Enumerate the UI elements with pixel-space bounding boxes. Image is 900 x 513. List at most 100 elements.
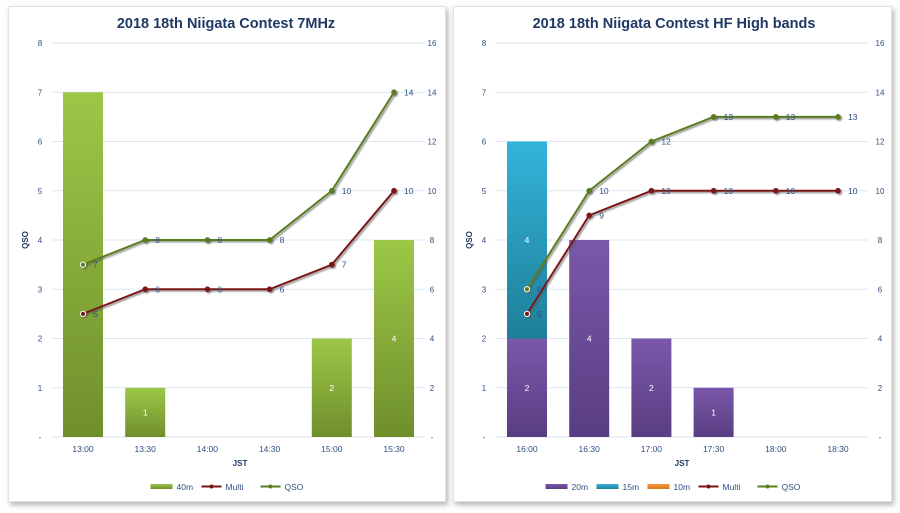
line-data-label: 13: [786, 112, 796, 122]
line-data-label: 7: [342, 260, 347, 270]
line-point-multi: [79, 310, 87, 317]
line-point-qso: [586, 187, 593, 194]
legend-label: 40m: [177, 482, 194, 492]
legend-label: QSO: [782, 482, 801, 492]
line-data-label: 6: [217, 284, 222, 294]
x-tick-label: 14:30: [259, 444, 281, 454]
y2-tick-label: 16: [876, 39, 885, 48]
line-data-label: 10: [342, 186, 352, 196]
legend-label: Multi: [226, 482, 244, 492]
legend-item-multi: Multi: [201, 482, 244, 492]
legend-swatch: [596, 484, 619, 489]
legend-label: 20m: [572, 482, 589, 492]
line-point-multi: [523, 310, 531, 317]
y-tick-label: 7: [38, 88, 43, 97]
line-qso: [82, 91, 395, 266]
x-tick-label: 15:00: [321, 444, 343, 454]
legend-label: QSO: [285, 482, 304, 492]
line-multi: [526, 189, 838, 315]
line-point-multi: [391, 187, 397, 194]
line-point-multi: [710, 187, 717, 194]
y-tick-label: 3: [38, 285, 43, 294]
line-point-multi: [266, 286, 273, 293]
legend-marker: [765, 484, 770, 489]
line-point-qso: [772, 114, 779, 120]
y2-tick-label: 14: [876, 88, 885, 97]
line-point-qso: [328, 187, 335, 194]
y-tick-label: 7: [482, 88, 487, 97]
legend-label: Multi: [723, 482, 741, 492]
y2-tick-label: 4: [430, 335, 435, 344]
y-tick-label: 5: [38, 187, 43, 196]
y-tick-label: -: [39, 433, 42, 442]
line-data-label: 10: [404, 186, 414, 196]
legend-item-qso: QSO: [757, 482, 801, 492]
line-point-qso: [79, 261, 87, 268]
y2-tick-label: 14: [428, 88, 437, 97]
y-tick-label: 6: [38, 138, 43, 147]
y2-tick-label: 10: [428, 187, 437, 196]
line-point-multi: [835, 187, 841, 194]
y-tick-label: 5: [482, 187, 487, 196]
line-point-multi: [142, 286, 149, 293]
y2-tick-label: 8: [878, 236, 883, 245]
line-data-label: 6: [537, 284, 542, 294]
y2-tick-label: -: [431, 433, 434, 442]
line-data-label: 13: [724, 112, 734, 122]
line-data-label: 10: [661, 186, 671, 196]
chart-title: 2018 18th Niigata Contest 7MHz: [117, 16, 335, 32]
x-tick-label: 15:30: [383, 444, 405, 454]
x-tick-label: 18:30: [827, 444, 849, 454]
legend-swatch: [647, 484, 670, 489]
y2-tick-label: -: [879, 433, 882, 442]
y-tick-label: 4: [482, 236, 487, 245]
line-data-label: 8: [280, 235, 285, 245]
bar-data-label: 1: [711, 407, 716, 417]
x-tick-label: 13:30: [135, 444, 157, 454]
x-axis-title: JST: [675, 459, 690, 468]
legend-item-40m: 40m: [150, 482, 194, 492]
line-data-label: 13: [848, 112, 858, 122]
y-tick-label: 1: [38, 384, 43, 393]
line-data-label: 6: [155, 284, 160, 294]
y-tick-label: 8: [38, 39, 43, 48]
x-tick-label: 18:00: [765, 444, 787, 454]
y2-tick-label: 8: [430, 236, 435, 245]
bar-data-label: 4: [392, 334, 397, 344]
bar-20m: [507, 338, 547, 437]
line-data-label: 10: [599, 186, 609, 196]
y-tick-label: 8: [482, 39, 487, 48]
bar-20m: [569, 240, 610, 437]
bar-data-label: 2: [525, 383, 530, 393]
bar-40m: [374, 240, 414, 437]
legend-label: 10m: [674, 482, 691, 492]
y-axis-title: QSO: [465, 231, 474, 249]
x-tick-label: 14:00: [197, 444, 219, 454]
legend-item-multi: Multi: [698, 482, 741, 492]
x-tick-label: 17:30: [703, 444, 725, 454]
bar-data-label: 2: [329, 383, 334, 393]
line-point-multi: [772, 187, 779, 194]
bar-20m: [631, 338, 672, 437]
y2-tick-label: 4: [878, 335, 883, 344]
line-point-qso: [142, 237, 149, 243]
line-data-label: 6: [280, 284, 285, 294]
legend-marker: [209, 484, 214, 489]
line-data-label: 7: [93, 260, 98, 270]
y2-tick-label: 10: [876, 187, 885, 196]
legend-label: 15m: [623, 482, 640, 492]
line-multi: [82, 190, 395, 315]
y-tick-label: 3: [482, 285, 487, 294]
y-tick-label: 4: [38, 236, 43, 245]
line-point-multi: [204, 286, 211, 293]
line-qso: [526, 115, 838, 290]
bar-20m: [693, 387, 734, 437]
y2-tick-label: 12: [876, 138, 885, 147]
line-point-qso: [648, 138, 655, 145]
line-point-qso: [523, 286, 531, 293]
line-data-label: 12: [661, 137, 671, 147]
legend-marker: [706, 484, 711, 489]
bar-data-label: 4: [525, 235, 530, 245]
line-point-qso: [710, 114, 717, 120]
